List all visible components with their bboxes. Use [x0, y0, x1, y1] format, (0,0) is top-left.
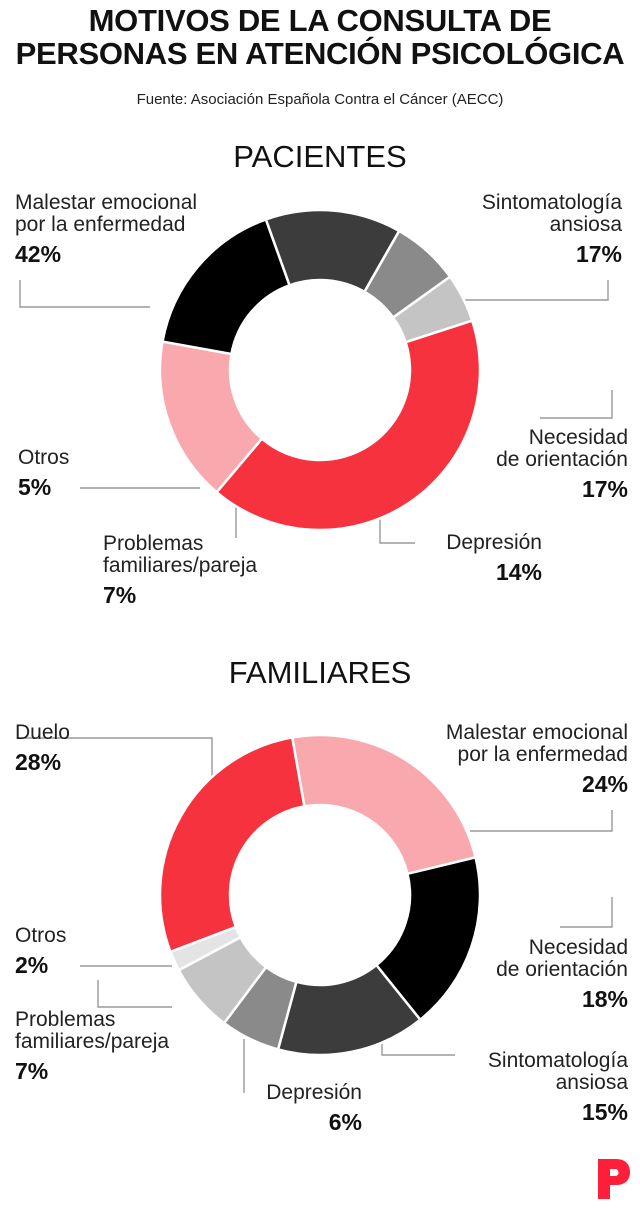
familiares-label-problemas: Problemas familiares/pareja 7%	[15, 1008, 170, 1084]
leader-line	[465, 280, 609, 301]
data-label: 17%	[581, 476, 628, 502]
data-label: 2%	[15, 952, 49, 978]
slice-otros	[391, 275, 474, 344]
familiares-title: FAMILIARES	[228, 655, 412, 690]
familiares-label-orientacion: Necesidad de orientación 18%	[496, 936, 628, 1012]
data-label: 17%	[575, 241, 622, 267]
label-text: Depresión	[266, 1081, 362, 1104]
label-text: Malestar emocional	[15, 191, 198, 214]
familiares-label-malestar: Malestar emocional por la enfermedad 24%	[445, 721, 628, 797]
leader-line	[25, 737, 213, 778]
leader-line	[560, 897, 613, 928]
data-label: 28%	[15, 749, 62, 775]
pacientes-label-orientacion: Necesidad de orientación 17%	[496, 426, 628, 502]
data-label: 18%	[581, 986, 628, 1012]
label-text: por la enfermedad	[15, 213, 186, 236]
pacientes-label-otros: Otros 5%	[18, 446, 70, 500]
slice-malestar-emocional-por-la-enfermedad	[290, 733, 477, 876]
leader-line	[540, 390, 613, 419]
leader-line	[97, 980, 172, 1008]
label-text: Problemas	[15, 1008, 116, 1031]
pacientes-label-malestar: Malestar emocional por la enfermedad 42%	[15, 191, 198, 267]
label-text: ansiosa	[549, 213, 622, 236]
pacientes-donut-chart	[19, 208, 613, 544]
pacientes-title: PACIENTES	[233, 139, 407, 174]
data-label: 15%	[581, 1099, 628, 1125]
pacientes-label-ansiosa: Sintomatología ansiosa 17%	[481, 191, 622, 267]
label-text: ansiosa	[555, 1071, 628, 1094]
label-text: familiares/pareja	[15, 1030, 170, 1053]
familiares-label-depresion: Depresión 6%	[266, 1081, 362, 1135]
leader-line	[19, 280, 150, 308]
data-label: 6%	[328, 1109, 362, 1135]
familiares-label-duelo: Duelo 28%	[15, 721, 70, 775]
source-note: Fuente: Asociación Española Contra el Cá…	[136, 91, 504, 108]
label-text: Depresión	[446, 531, 542, 554]
data-label: 7%	[103, 582, 137, 608]
familiares-label-ansiosa: Sintomatología ansiosa 15%	[487, 1049, 628, 1125]
title-line-1: MOTIVOS DE LA CONSULTA DE	[88, 3, 552, 38]
slice-necesidad-de-orientacion	[375, 856, 482, 1021]
data-label: 24%	[581, 771, 628, 797]
label-text: de orientación	[496, 448, 628, 471]
label-text: familiares/pareja	[103, 554, 258, 577]
label-text: Sintomatología	[487, 1049, 628, 1072]
slice-duelo	[158, 736, 306, 954]
familiares-donut-chart	[25, 733, 613, 1093]
label-text: Otros	[15, 924, 67, 947]
leader-line	[379, 510, 415, 544]
label-text: Sintomatología	[481, 191, 622, 214]
label-text: Problemas	[103, 532, 204, 555]
label-text: de orientación	[496, 958, 628, 981]
familiares-label-otros: Otros 2%	[15, 924, 67, 978]
label-text: Necesidad	[528, 936, 628, 959]
label-text: Duelo	[15, 721, 70, 744]
brand-logo-icon	[598, 1159, 630, 1199]
data-label: 5%	[18, 474, 52, 500]
slice-malestar-emocional-por-la-enfermedad	[215, 319, 482, 532]
data-label: 14%	[495, 559, 542, 585]
data-label: 7%	[15, 1058, 49, 1084]
label-text: Necesidad	[528, 426, 628, 449]
pacientes-label-problemas: Problemas familiares/pareja 7%	[103, 532, 258, 608]
label-text: por la enfermedad	[457, 743, 628, 766]
pacientes-label-depresion: Depresión 14%	[446, 531, 542, 585]
label-text: Malestar emocional	[445, 721, 628, 744]
leader-line	[470, 810, 613, 832]
label-text: Otros	[18, 446, 70, 469]
chart-title: MOTIVOS DE LA CONSULTA DE PERSONAS EN AT…	[0, 4, 640, 70]
data-label: 42%	[15, 241, 62, 267]
title-line-2: PERSONAS EN ATENCIÓN PSICOLÓGICA	[15, 36, 625, 71]
